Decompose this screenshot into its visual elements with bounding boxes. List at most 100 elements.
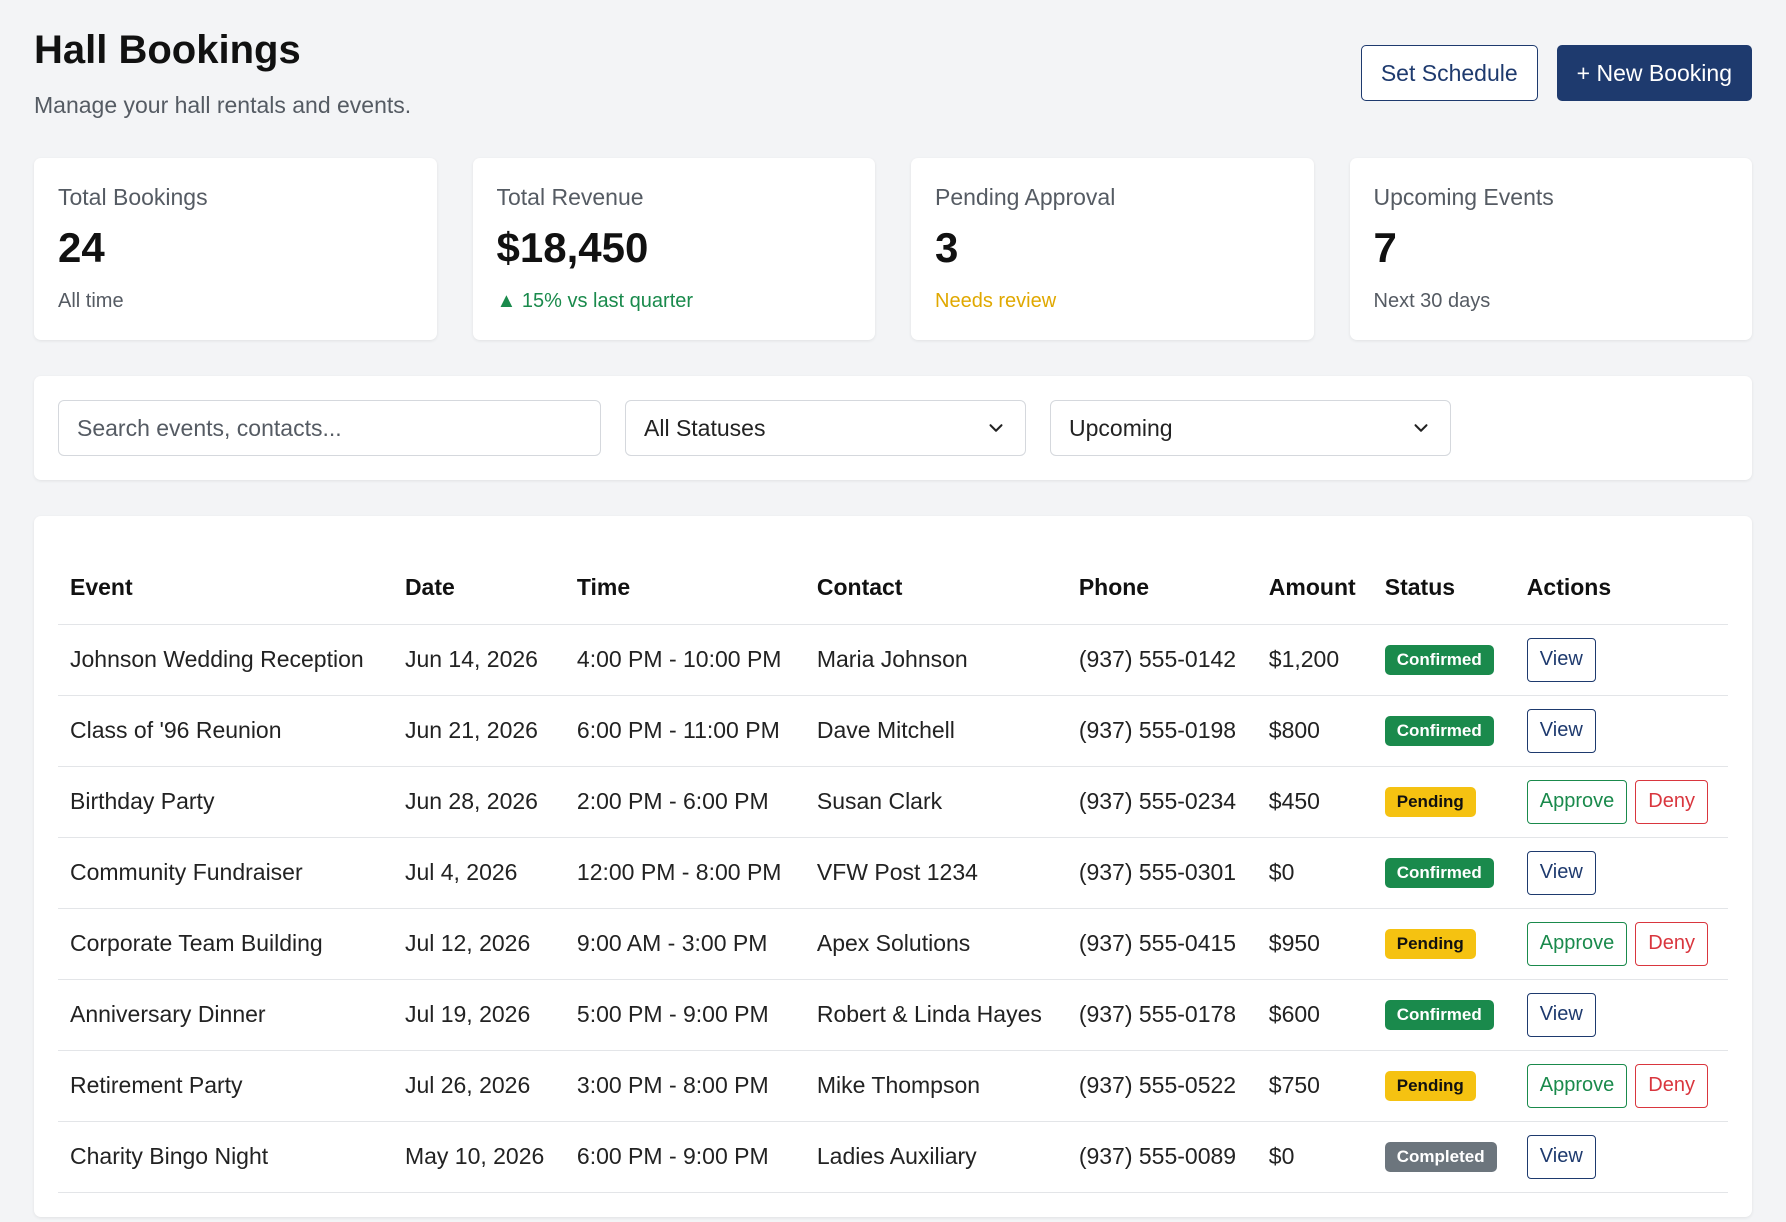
approve-button[interactable]: Approve xyxy=(1526,921,1628,966)
cell-date: Jul 19, 2026 xyxy=(392,979,565,1051)
cell-actions: View xyxy=(1514,837,1728,909)
cell-contact: Apex Solutions xyxy=(804,908,1067,980)
table-row: Corporate Team Building Jul 12, 2026 9:00 … xyxy=(58,908,1728,980)
cell-amount: $0 xyxy=(1256,1121,1373,1193)
cell-time: 2:00 PM - 6:00 PM xyxy=(564,766,805,838)
cell-event: Community Fundraiser xyxy=(58,837,393,909)
stat-value: 3 xyxy=(935,224,959,271)
table-row: Anniversary Dinner Jul 19, 2026 5:00 PM - … xyxy=(58,979,1728,1051)
filter-bar: All Statuses Upcoming xyxy=(34,376,1752,480)
cell-date: Jun 14, 2026 xyxy=(392,624,565,696)
date-range-select[interactable]: Upcoming xyxy=(1050,400,1451,456)
cell-actions: View xyxy=(1514,624,1728,696)
stat-label: Upcoming Events xyxy=(1373,184,1554,210)
cell-contact: Susan Clark xyxy=(804,766,1067,838)
search-input[interactable] xyxy=(58,400,601,456)
cell-phone: (937) 555-0142 xyxy=(1066,624,1257,696)
cell-phone: (937) 555-0089 xyxy=(1066,1121,1257,1193)
stat-value: $18,450 xyxy=(496,224,649,271)
table-row: Birthday Party Jun 28, 2026 2:00 PM - 6:00… xyxy=(58,766,1728,838)
column-header-status: Status xyxy=(1372,540,1515,625)
cell-time: 3:00 PM - 8:00 PM xyxy=(564,1050,805,1122)
cell-status: Confirmed xyxy=(1372,837,1515,909)
stat-label: Pending Approval xyxy=(935,184,1116,210)
view-button[interactable]: View xyxy=(1526,708,1596,753)
new-booking-button[interactable]: + New Booking xyxy=(1556,45,1752,101)
header-text: Hall Bookings Manage your hall rentals a… xyxy=(34,20,411,119)
cell-contact: Dave Mitchell xyxy=(804,695,1067,767)
column-header-contact: Contact xyxy=(804,540,1067,625)
cell-date: Jun 28, 2026 xyxy=(392,766,565,838)
cell-date: May 10, 2026 xyxy=(392,1121,565,1193)
cell-time: 12:00 PM - 8:00 PM xyxy=(564,837,805,909)
column-header-actions: Actions xyxy=(1514,540,1728,625)
view-button[interactable]: View xyxy=(1526,850,1596,895)
stat-note-trend-up: ▲ 15% vs last quarter xyxy=(496,290,694,312)
status-filter-select[interactable]: All Statuses xyxy=(625,400,1026,456)
cell-contact: Mike Thompson xyxy=(804,1050,1067,1122)
table-row: Class of '96 Reunion Jun 21, 2026 6:00 PM … xyxy=(58,695,1728,767)
cell-contact: Robert & Linda Hayes xyxy=(804,979,1067,1051)
chevron-down-icon xyxy=(989,424,1003,432)
cell-phone: (937) 555-0234 xyxy=(1066,766,1257,838)
stats-row: Total Bookings 24 All time Total Revenue… xyxy=(34,158,1752,340)
cell-actions: View xyxy=(1514,979,1728,1051)
stat-value: 7 xyxy=(1373,224,1397,271)
bookings-table: Event Date Time Contact Phone Amount Sta… xyxy=(58,540,1728,1193)
column-header-time: Time xyxy=(564,540,805,625)
cell-amount: $750 xyxy=(1256,1050,1373,1122)
set-schedule-button[interactable]: Set Schedule xyxy=(1360,45,1538,101)
view-button[interactable]: View xyxy=(1526,637,1596,682)
cell-event: Birthday Party xyxy=(58,766,393,838)
view-button[interactable]: View xyxy=(1526,992,1596,1037)
column-header-phone: Phone xyxy=(1066,540,1257,625)
cell-date: Jul 26, 2026 xyxy=(392,1050,565,1122)
cell-status: Pending xyxy=(1372,908,1515,980)
cell-time: 5:00 PM - 9:00 PM xyxy=(564,979,805,1051)
cell-status: Confirmed xyxy=(1372,695,1515,767)
table-row: Community Fundraiser Jul 4, 2026 12:00 PM … xyxy=(58,837,1728,909)
column-header-date: Date xyxy=(392,540,565,625)
cell-event: Corporate Team Building xyxy=(58,908,393,980)
cell-event: Class of '96 Reunion xyxy=(58,695,393,767)
cell-status: Pending xyxy=(1372,766,1515,838)
status-badge: Pending xyxy=(1384,787,1476,817)
cell-time: 4:00 PM - 10:00 PM xyxy=(564,624,805,696)
chevron-down-icon xyxy=(1414,424,1428,432)
deny-button[interactable]: Deny xyxy=(1635,779,1708,824)
cell-date: Jun 21, 2026 xyxy=(392,695,565,767)
deny-button[interactable]: Deny xyxy=(1635,1063,1708,1108)
cell-status: Pending xyxy=(1372,1050,1515,1122)
cell-amount: $1,200 xyxy=(1256,624,1373,696)
status-badge: Pending xyxy=(1384,929,1476,959)
cell-event: Anniversary Dinner xyxy=(58,979,393,1051)
deny-button[interactable]: Deny xyxy=(1635,921,1708,966)
page-header: Hall Bookings Manage your hall rentals a… xyxy=(34,20,1752,158)
status-badge: Confirmed xyxy=(1384,645,1494,675)
status-filter-value: All Statuses xyxy=(644,414,766,441)
cell-actions: Approve Deny xyxy=(1514,1050,1728,1122)
view-button[interactable]: View xyxy=(1526,1134,1596,1179)
cell-amount: $450 xyxy=(1256,766,1373,838)
approve-button[interactable]: Approve xyxy=(1526,779,1628,824)
stat-label: Total Revenue xyxy=(496,184,644,210)
cell-contact: Maria Johnson xyxy=(804,624,1067,696)
cell-phone: (937) 555-0198 xyxy=(1066,695,1257,767)
cell-date: Jul 4, 2026 xyxy=(392,837,565,909)
cell-contact: Ladies Auxiliary xyxy=(804,1121,1067,1193)
cell-event: Johnson Wedding Reception xyxy=(58,624,393,696)
stat-card-upcoming-events: Upcoming Events 7 Next 30 days xyxy=(1349,158,1752,340)
status-badge: Confirmed xyxy=(1384,858,1494,888)
cell-status: Completed xyxy=(1372,1121,1515,1193)
cell-date: Jul 12, 2026 xyxy=(392,908,565,980)
cell-time: 6:00 PM - 11:00 PM xyxy=(564,695,805,767)
stat-note-warning: Needs review xyxy=(935,290,1057,312)
column-header-event: Event xyxy=(58,540,393,625)
cell-actions: Approve Deny xyxy=(1514,766,1728,838)
approve-button[interactable]: Approve xyxy=(1526,1063,1628,1108)
status-badge: Confirmed xyxy=(1384,1000,1494,1030)
date-range-value: Upcoming xyxy=(1069,414,1173,441)
cell-actions: View xyxy=(1514,1121,1728,1193)
stat-card-total-revenue: Total Revenue $18,450 ▲ 15% vs last quar… xyxy=(472,158,875,340)
stat-card-total-bookings: Total Bookings 24 All time xyxy=(34,158,437,340)
